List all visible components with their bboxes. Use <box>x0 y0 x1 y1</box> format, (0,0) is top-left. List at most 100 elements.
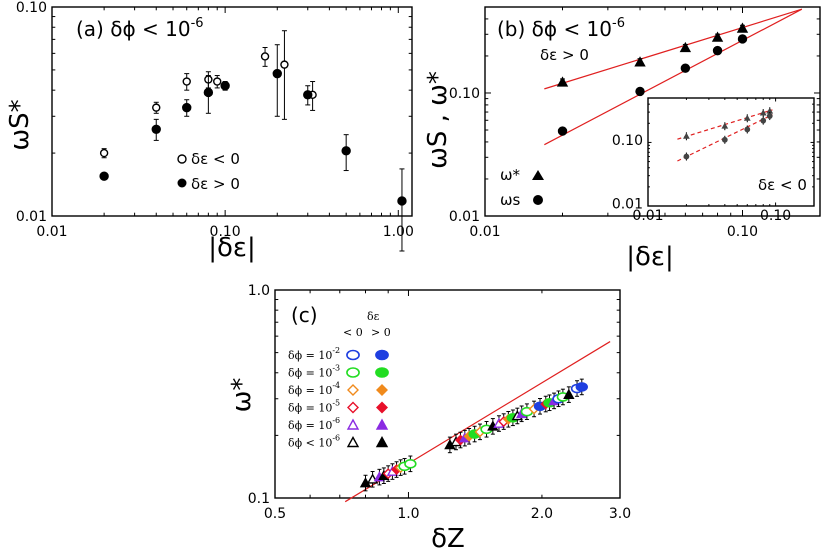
panel-c-legend-label: δϕ = 10-2 <box>288 346 340 362</box>
panel-b-x-tick-label: 0.01 <box>469 224 500 240</box>
inset-point-omega-star <box>721 122 729 129</box>
panel-a-legend-neg: δε < 0 <box>191 150 240 168</box>
inset-point-omega-star <box>759 109 767 116</box>
panel-b-inset: 0.01 0.10 0.01 0.10 δε < 0 <box>612 97 815 224</box>
panel-a-point-pos <box>151 124 161 134</box>
legend-header-neg: < 0 <box>343 326 363 339</box>
panel-a-ticks: 0.01 0.10 1.00 0.01 0.10 <box>16 0 414 240</box>
panel-b-point-omega-star <box>634 56 646 67</box>
panel-b-title: (b) δϕ < 10-6 <box>497 16 625 41</box>
inset-point-omega-s <box>760 117 767 124</box>
panel-c-legend-marker-filled <box>376 384 388 396</box>
panel-c-legend-marker-open <box>346 418 360 430</box>
panel-c-legend-label: δϕ < 10-6 <box>288 434 340 450</box>
inset-marks <box>677 107 774 162</box>
panel-b-y-tick-label: 0.10 <box>449 86 480 102</box>
panel-a-point-pos <box>99 171 109 181</box>
panel-b-point-omega-star <box>556 76 569 87</box>
panel-c-x-tick-label: 1.0 <box>397 506 419 522</box>
panel-b-legend-omega-s: ωs <box>500 191 521 209</box>
panel-c-x-tick-label: 3.0 <box>609 506 631 522</box>
panel-b-legend-omega-star: ω* <box>500 166 521 184</box>
legend-header-pos: > 0 <box>371 326 391 339</box>
inset-point-omega-s <box>744 126 751 133</box>
panel-c-title: (c) <box>291 303 318 327</box>
panel-c-point <box>575 382 588 392</box>
panel-c-point <box>563 388 575 399</box>
panel-c-legend-label: δϕ = 10-6 <box>288 416 340 432</box>
panel-a-point-pos <box>272 68 282 79</box>
inset-point-omega-s <box>683 153 690 160</box>
panel-c-legend-label: δϕ = 10-3 <box>288 364 340 380</box>
panel-c-point <box>404 459 417 469</box>
panel-c-legend-marker-filled <box>375 367 389 378</box>
panel-c-x-tick-label: 2.0 <box>531 506 553 522</box>
panel-c-legend-marker-filled <box>375 436 389 448</box>
panel-b-point-omega-s <box>680 63 691 73</box>
panel-b-point-omega-star <box>679 41 692 53</box>
panel-c-marks <box>344 341 611 503</box>
panel-b-marks <box>544 8 803 146</box>
inset-label: δε < 0 <box>758 176 807 194</box>
panel-b-point-omega-star <box>736 22 749 33</box>
panel-a-point-neg <box>213 77 222 86</box>
panel-a-x-tick-label: 0.10 <box>210 224 241 240</box>
panel-c-x-tick-label: 0.5 <box>264 506 286 522</box>
inset-frame <box>647 97 815 207</box>
legend-filled-circle-marker-b <box>533 195 543 205</box>
panel-a-point-neg <box>152 103 161 112</box>
legend-filled-circle-marker <box>177 178 187 188</box>
panel-c-frame <box>274 289 621 499</box>
panel-b-point-omega-s <box>737 34 748 44</box>
panel-c-legend: δε < 0 > 0 δϕ = 10-2 δϕ = 10-3δϕ = 10-4 δϕ… <box>288 310 391 450</box>
panel-b-point-omega-s <box>635 86 645 97</box>
panel-b-fit-line <box>544 8 803 146</box>
panel-a-y-tick-label: 0.10 <box>16 0 47 16</box>
panel-c-legend-marker-open <box>347 384 359 396</box>
inset-x-tick-label: 0.01 <box>632 208 663 224</box>
panel-a-point-pos <box>220 81 230 91</box>
panel-a-frame <box>51 6 413 217</box>
inset-y-tick-label: 0.01 <box>612 197 643 213</box>
panel-a-ylabel: ωS* <box>5 99 35 150</box>
panel-b-frame <box>484 6 821 217</box>
panel-c-legend-marker-open <box>346 349 360 361</box>
panel-b-ylabel: ωS , ω* <box>423 71 453 169</box>
panel-c-y-tick-label: 0.1 <box>248 491 270 507</box>
panel-a-x-tick-label: 0.01 <box>36 224 67 240</box>
panel-a-legend-pos: δε > 0 <box>191 175 240 193</box>
panel-c-xlabel: δZ <box>431 524 465 554</box>
panel-b-subtitle: δε > 0 <box>540 46 589 64</box>
panel-a-legend: δε < 0 δε > 0 <box>177 150 240 193</box>
panel-b-ticks: 0.01 0.10 0.01 0.10 <box>449 6 821 240</box>
panel-a-point-pos <box>203 87 214 98</box>
panel-b-fit-line <box>544 8 803 90</box>
panel-c-legend-marker-filled <box>375 418 389 430</box>
inset-ticks: 0.01 0.10 0.01 0.10 <box>612 97 815 224</box>
panel-b-x-tick-label: 0.10 <box>727 224 758 240</box>
panel-a-point-pos <box>303 90 313 100</box>
panel-c-legend-marker-filled <box>376 401 388 414</box>
panel-c-legend-marker-open <box>347 401 359 414</box>
panel-b-point-omega-star <box>711 31 724 42</box>
panel-c-legend-marker-open <box>346 436 360 448</box>
panel-a-marks <box>99 30 407 252</box>
panel-a-xlabel: |δε| <box>208 233 255 263</box>
inset-point-omega-star <box>683 132 690 139</box>
panel-a-point-pos <box>397 196 407 206</box>
inset-y-tick-label: 0.10 <box>612 133 643 149</box>
legend-header-de: δε <box>367 310 380 323</box>
panel-c: (c) δZ ω* 0.5 1.0 2.0 3.0 0.1 1.0 δε < 0 > 0 … <box>227 283 631 554</box>
panel-c-legend-marker-filled <box>375 349 389 361</box>
panel-a-x-tick-label: 1.00 <box>383 224 414 240</box>
panel-a-point-neg <box>260 52 270 61</box>
legend-open-circle-marker <box>177 154 187 164</box>
panel-c-ticks: 0.5 1.0 2.0 3.0 0.1 1.0 <box>248 283 631 522</box>
panel-b-point-omega-s <box>712 45 723 56</box>
panel-c-y-tick-label: 1.0 <box>248 283 270 299</box>
panel-b-legend: ω* ωs <box>500 166 544 209</box>
panel-b: (b) δϕ < 10-6 δε > 0 |δε| ωS , ω* 0.01 0.… <box>423 6 821 272</box>
panel-a-point-neg <box>182 77 191 86</box>
panel-c-legend-label: δϕ = 10-5 <box>288 399 340 415</box>
